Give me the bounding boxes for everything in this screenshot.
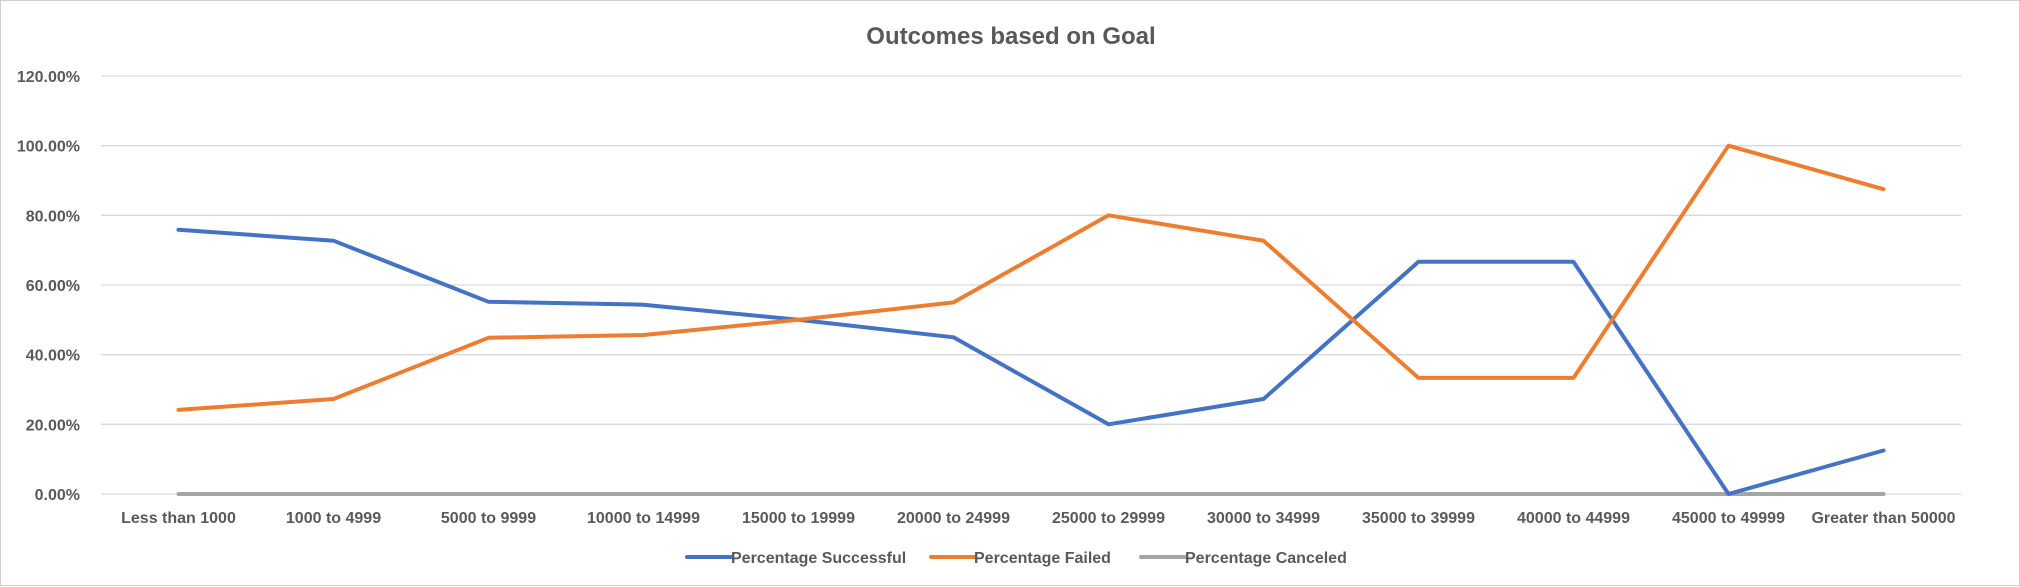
x-tick-label: 1000 to 4999: [286, 510, 381, 527]
legend-label-percentage-successful: Percentage Successful: [731, 550, 906, 567]
y-axis-tick-labels: 0.00% 20.00% 40.00% 60.00% 80.00% 100.00% 120.…: [17, 69, 80, 504]
x-tick-label: 20000 to 24999: [897, 510, 1010, 527]
x-tick-label: 30000 to 34999: [1207, 510, 1320, 527]
series-line-percentage-successful: [176, 227, 1886, 496]
x-tick-label: Less than 1000: [121, 510, 236, 527]
legend-label-percentage-canceled: Percentage Canceled: [1185, 550, 1347, 567]
series-lines: [176, 143, 1886, 496]
x-tick-label: Greater than 50000: [1811, 510, 1955, 527]
y-tick-label: 80.00%: [26, 208, 80, 225]
x-tick-label: 45000 to 49999: [1672, 510, 1785, 527]
y-tick-label: 120.00%: [17, 69, 80, 86]
x-tick-label: 15000 to 19999: [742, 510, 855, 527]
legend-label-percentage-failed: Percentage Failed: [974, 550, 1111, 567]
x-axis-tick-labels: Less than 1000 1000 to 4999 5000 to 9999 10…: [121, 510, 1956, 527]
series-line-percentage-failed: [176, 143, 1886, 412]
gridlines: [101, 75, 1961, 495]
y-tick-label: 20.00%: [26, 417, 80, 434]
x-tick-label: 40000 to 44999: [1517, 510, 1630, 527]
x-tick-label: 35000 to 39999: [1362, 510, 1475, 527]
y-tick-label: 60.00%: [26, 278, 80, 295]
x-tick-label: 25000 to 29999: [1052, 510, 1165, 527]
y-tick-label: 0.00%: [35, 487, 80, 504]
y-tick-label: 40.00%: [26, 348, 80, 365]
chart-title: Outcomes based on Goal: [866, 23, 1155, 50]
x-tick-label: 5000 to 9999: [441, 510, 536, 527]
y-tick-label: 100.00%: [17, 139, 80, 156]
legend: Percentage Successful Percentage Failed Pe…: [685, 550, 1347, 567]
x-tick-label: 10000 to 14999: [587, 510, 700, 527]
